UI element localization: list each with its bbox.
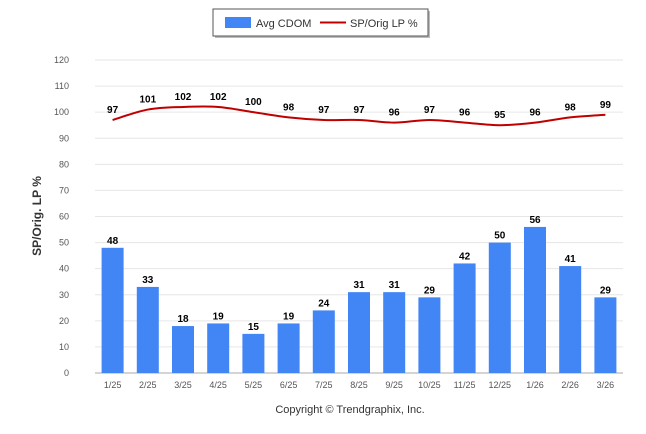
line-value-label: 97 [353,105,365,116]
y-tick-label: 30 [59,290,69,300]
line-value-label: 97 [107,105,119,116]
line-value-label: 97 [318,105,330,116]
bar [348,292,370,373]
y-axis: 0 10 20 30 40 50 60 70 80 90 100 110 120 [54,55,69,378]
x-tick-label: 10/25 [418,380,441,390]
y-axis-title: SP/Orig. LP % [30,176,44,256]
x-tick-label: 1/26 [526,380,544,390]
x-tick-label: 5/25 [245,380,263,390]
bar [524,226,546,373]
line-value-label: 102 [210,92,227,103]
y-tick-label: 90 [59,133,69,143]
x-tick-label: 7/25 [315,380,333,390]
line-value-label: 100 [245,97,262,108]
bar-value-label: 48 [107,236,119,247]
y-tick-label: 100 [54,107,69,117]
line-series: 97 101 102 102 100 98 97 97 96 97 96 95 96 98 99 [107,92,612,127]
bar [488,242,511,373]
legend-label-bar: Avg CDOM [256,18,311,30]
bar-value-label: 50 [494,231,506,242]
y-tick-label: 50 [59,238,69,248]
bar [312,310,335,373]
bar-value-label: 29 [424,285,436,296]
legend-swatch-bar [225,17,251,28]
bar-value-label: 42 [459,251,471,262]
bar-value-label: 15 [248,322,260,333]
bar-value-label: 19 [213,311,225,322]
bar [418,297,441,373]
line-value-label: 101 [139,95,156,106]
line-value-label: 98 [565,102,577,113]
line-value-label: 95 [494,110,506,121]
bar [136,286,159,373]
bar [453,263,476,373]
y-tick-label: 110 [55,81,69,91]
y-tick-label: 120 [54,55,69,65]
x-tick-label: 9/25 [385,380,403,390]
x-axis: 1/25 2/25 3/25 4/25 5/25 6/25 7/25 8/25 9/25 10/2… [104,380,614,390]
bar [383,292,406,373]
bar-value-label: 33 [142,275,154,286]
line-value-label: 98 [283,102,295,113]
legend: Avg CDOM SP/Orig LP % [212,8,430,38]
x-tick-label: 6/25 [280,380,298,390]
x-tick-label: 4/25 [209,380,227,390]
y-tick-label: 0 [64,368,69,378]
bar-value-label: 41 [565,254,577,265]
bar-series: 48 33 18 19 15 19 24 31 31 29 42 50 56 41 29 [101,215,617,373]
x-tick-label: 11/25 [454,380,476,390]
line-path [112,105,606,127]
x-tick-label: 2/26 [561,380,579,390]
line-value-label: 96 [459,108,471,119]
y-tick-label: 80 [59,159,69,169]
x-tick-label: 2/25 [139,380,157,390]
y-tick-label: 10 [59,342,69,352]
line-value-label: 102 [175,92,192,103]
y-tick-label: 60 [59,212,69,222]
line-value-label: 96 [389,108,401,119]
legend-label-line: SP/Orig LP % [350,18,418,30]
y-tick-label: 40 [59,264,69,274]
line-value-label: 97 [424,105,436,116]
line-value-label: 99 [600,100,612,111]
x-tick-label: 8/25 [350,380,368,390]
x-tick-label: 3/25 [174,380,192,390]
x-tick-label: 12/25 [489,380,512,390]
bar [172,326,194,373]
x-tick-label: 1/25 [104,380,122,390]
bar-value-label: 31 [353,280,365,291]
bar [559,266,582,373]
bar [207,323,230,373]
bar [277,323,300,373]
bar-value-label: 19 [283,311,295,322]
y-tick-label: 20 [59,316,69,326]
bar-value-label: 31 [389,280,401,291]
bar-value-label: 18 [177,314,189,325]
y-tick-label: 70 [59,185,69,195]
bar-value-label: 24 [318,298,330,309]
line-value-label: 96 [529,108,541,119]
copyright-footer: Copyright © Trendgraphix, Inc. [275,404,424,416]
bar [101,247,124,373]
bar-value-label: 56 [529,215,541,226]
bar [594,297,617,373]
x-tick-label: 3/26 [597,380,615,390]
bar-value-label: 29 [600,285,612,296]
bar [242,333,265,373]
